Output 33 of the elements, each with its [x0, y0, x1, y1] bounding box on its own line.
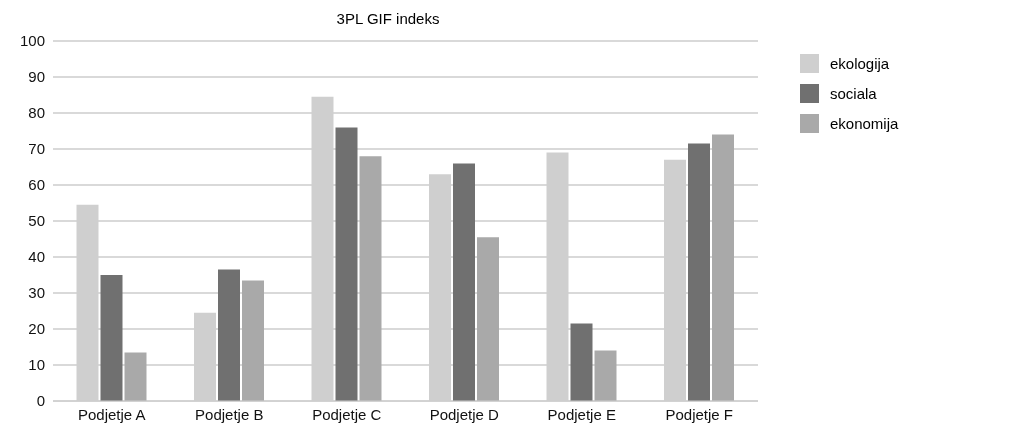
y-tick-label: 100: [19, 32, 45, 50]
legend-label: ekologija: [830, 54, 890, 72]
y-tick-label: 60: [28, 176, 45, 194]
x-tick-label: Podjetje F: [665, 405, 734, 423]
bar: [359, 156, 382, 401]
y-tick-label: 0: [36, 392, 45, 410]
bar: [335, 127, 358, 401]
bar: [124, 352, 147, 401]
y-tick-label: 10: [28, 356, 45, 374]
legend-label: sociala: [830, 84, 877, 102]
x-tick-label: Podjetje C: [312, 405, 382, 423]
y-tick-label: 90: [28, 68, 45, 86]
bar: [453, 163, 475, 401]
x-tick-label: Podjetje B: [195, 405, 264, 423]
bar: [688, 143, 710, 401]
x-tick-label: Podjetje D: [429, 405, 500, 423]
bar: [100, 275, 123, 401]
bar: [242, 280, 264, 401]
y-tick-label: 80: [28, 104, 45, 122]
bar: [477, 237, 499, 401]
bar: [594, 350, 617, 401]
bar: [570, 323, 593, 401]
bar: [712, 134, 734, 401]
y-tick-label: 70: [28, 140, 45, 158]
x-tick-label: Podjetje E: [547, 405, 616, 423]
legend-label: ekonomija: [830, 114, 899, 132]
y-tick-label: 20: [28, 320, 45, 338]
y-tick-label: 40: [28, 248, 45, 266]
bar: [218, 269, 240, 401]
y-tick-label: 50: [28, 212, 45, 230]
chart-title: 3PL GIF indeks: [335, 10, 441, 27]
y-tick-label: 30: [28, 284, 45, 302]
x-tick-label: Podjetje A: [77, 405, 146, 423]
